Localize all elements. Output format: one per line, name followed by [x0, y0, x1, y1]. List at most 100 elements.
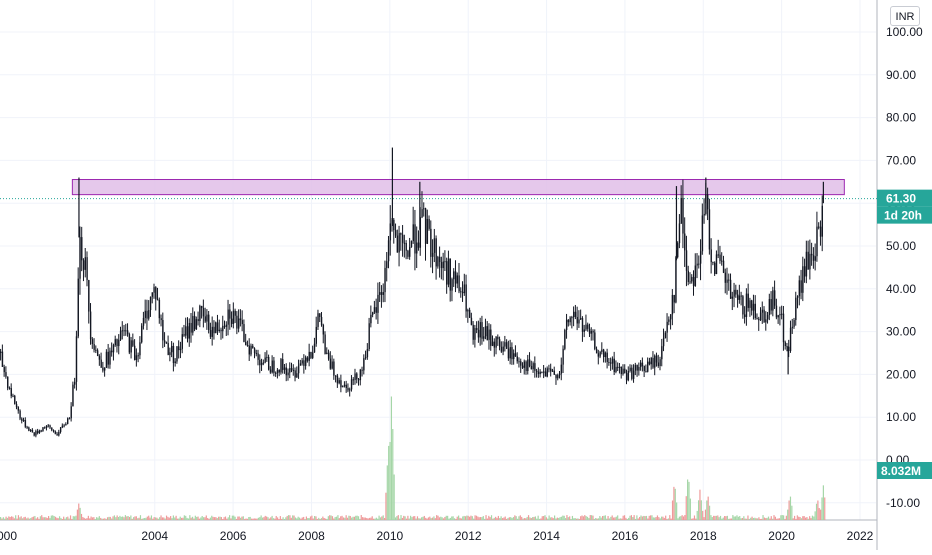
candle-body — [266, 356, 268, 358]
volume-bar — [545, 517, 547, 520]
volume-bar — [688, 481, 690, 520]
candle-body — [245, 341, 247, 346]
candle-body — [805, 251, 808, 277]
candle-body — [789, 327, 792, 351]
candle-body — [310, 351, 312, 358]
candle-body — [250, 345, 252, 355]
candle-body — [617, 366, 619, 368]
volume-bar — [521, 516, 523, 520]
volume-bar — [26, 518, 28, 520]
volume-bar — [765, 518, 767, 520]
volume-bar — [815, 503, 818, 520]
volume-bar — [463, 515, 465, 520]
volume-bar — [791, 505, 793, 520]
volume-bar — [131, 518, 133, 520]
volume-bar — [130, 515, 132, 520]
candle-body — [611, 358, 614, 364]
volume-bar — [179, 516, 181, 520]
volume-bar — [152, 518, 154, 520]
volume-bar — [160, 515, 162, 520]
candle-body — [668, 319, 670, 322]
volume-bar — [78, 503, 80, 520]
volume-bar — [486, 518, 489, 520]
candle-body — [186, 326, 189, 339]
volume-bar — [53, 516, 55, 520]
candle-body — [35, 431, 37, 436]
volume-bar — [552, 518, 554, 520]
candle-body — [788, 346, 790, 351]
volume-bar — [676, 502, 678, 520]
volume-bar — [316, 518, 318, 520]
volume-bar — [128, 516, 131, 520]
volume-bar — [24, 516, 26, 520]
candle-body — [550, 368, 552, 372]
candle-body — [153, 287, 155, 293]
volume-bar — [209, 517, 212, 520]
candle-body — [629, 367, 631, 371]
volume-bar — [619, 518, 622, 520]
volume-bar — [600, 517, 602, 520]
volume-bar — [208, 518, 210, 520]
volume-bar — [804, 517, 807, 520]
volume-bar — [194, 515, 196, 520]
candle-body — [359, 369, 362, 381]
candle-body — [560, 364, 563, 374]
candle-body — [581, 318, 584, 332]
volume-bar — [737, 516, 739, 520]
candle-body — [282, 359, 284, 370]
candle-body — [574, 311, 577, 317]
y-tick-label: 90.00 — [886, 68, 916, 82]
volume-bar — [467, 515, 469, 520]
volume-bar — [16, 518, 18, 520]
volume-bar — [584, 515, 586, 520]
candle-body — [463, 284, 466, 294]
volume-bar — [371, 516, 373, 520]
candle-body — [654, 355, 656, 368]
candle-body — [193, 315, 196, 330]
volume-bar — [643, 515, 645, 520]
volume-bar — [714, 515, 716, 520]
volume-bar — [76, 509, 78, 520]
volume-bar — [680, 516, 682, 520]
candle-body — [671, 294, 674, 315]
volume-bar — [813, 516, 815, 520]
volume-bar — [802, 516, 804, 520]
candle-body — [379, 292, 381, 295]
candle-body — [204, 316, 206, 322]
candle-body — [400, 233, 402, 235]
volume-bar — [35, 518, 37, 520]
volume-bar — [689, 498, 691, 520]
candle-body — [759, 312, 762, 321]
volume-bar — [649, 515, 652, 520]
candle-body — [777, 315, 779, 318]
volume-bar — [607, 516, 609, 520]
candle-body — [602, 349, 605, 358]
volume-bar — [164, 518, 166, 520]
volume-bar — [621, 518, 623, 520]
volume-bar — [95, 517, 98, 520]
candle-body — [507, 348, 510, 359]
volume-bar — [242, 516, 244, 520]
volume-bar — [56, 517, 58, 520]
volume-bar — [315, 516, 317, 520]
volume-bar — [809, 516, 811, 520]
volume-bar — [526, 516, 528, 520]
volume-bar — [246, 518, 249, 520]
candle-body — [160, 318, 162, 321]
volume-bar — [495, 516, 497, 520]
volume-bar — [471, 516, 473, 520]
volume-bar — [543, 516, 545, 520]
currency-badge[interactable]: INR — [890, 6, 920, 26]
volume-bar — [15, 515, 17, 520]
volume-bar — [85, 518, 87, 520]
candle-body — [784, 342, 786, 347]
volume-bar — [637, 518, 639, 520]
volume-bar — [109, 516, 111, 520]
volume-bar — [534, 516, 537, 520]
candle-body — [91, 339, 94, 345]
volume-bar — [547, 518, 549, 520]
candle-body — [74, 381, 76, 385]
candle-body — [414, 224, 416, 254]
